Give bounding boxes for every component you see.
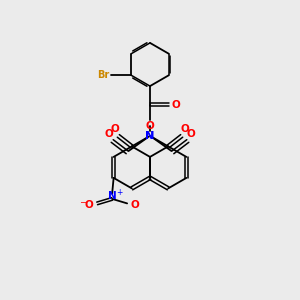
Text: N: N <box>146 131 154 141</box>
Text: O: O <box>105 130 114 140</box>
Text: N: N <box>108 191 116 201</box>
Text: O: O <box>146 121 154 131</box>
Text: O: O <box>85 200 94 210</box>
Text: O: O <box>171 100 180 110</box>
Text: O: O <box>181 124 190 134</box>
Text: Br: Br <box>97 70 110 80</box>
Text: O: O <box>186 130 195 140</box>
Text: O: O <box>131 200 140 210</box>
Text: O: O <box>110 124 119 134</box>
Text: −: − <box>79 197 86 206</box>
Text: N: N <box>146 131 154 141</box>
Text: +: + <box>117 188 123 197</box>
